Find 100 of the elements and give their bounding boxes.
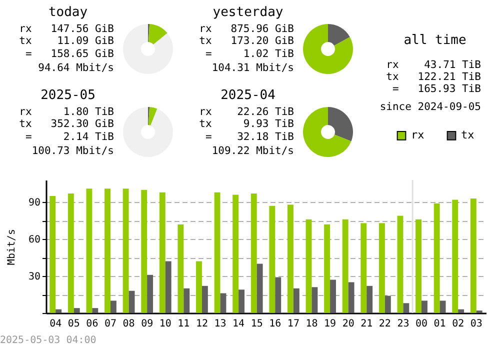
x-tick-label: 03 (470, 318, 482, 330)
bar (366, 286, 373, 313)
bar (440, 300, 446, 313)
x-tick-label: 19 (324, 318, 336, 330)
x-tick-label: 00 (415, 318, 428, 330)
x-tick-label: 14 (232, 318, 245, 330)
bar (86, 188, 92, 313)
x-tick-label: 05 (68, 318, 80, 330)
x-tick-label: 08 (122, 318, 135, 330)
text: 100.73 Mbit/s (32, 145, 114, 157)
x-tick-label: 07 (104, 318, 117, 330)
text: 104.31 Mbit/s (212, 62, 294, 74)
x-tick-label: 18 (306, 318, 318, 330)
donut-slice (148, 107, 158, 126)
bar (238, 290, 245, 313)
text: since 2024-09-05 (380, 101, 481, 113)
legend-label: rx (411, 128, 425, 142)
donut-slice (303, 107, 352, 157)
text: tx 173.20 GiB (199, 35, 294, 47)
y-tick-label: 90 (28, 198, 40, 209)
text: tx 352.30 GiB (19, 118, 114, 130)
bar (104, 188, 110, 313)
x-tick-label: 23 (397, 318, 410, 330)
chart-title: yesterday (212, 5, 284, 20)
bar (384, 296, 391, 313)
bar (214, 192, 220, 313)
donut-slice (123, 24, 173, 74)
text: rx 22.26 TiB (199, 106, 294, 118)
text: rx 875.96 GiB (199, 23, 294, 35)
donut-slice (328, 24, 350, 46)
text: rx 147.56 GiB (19, 23, 114, 35)
legend-label: tx (461, 128, 475, 142)
x-tick-label: 22 (378, 318, 391, 330)
x-tick-label: 13 (214, 318, 226, 330)
bar (184, 288, 190, 313)
text: all time (404, 33, 466, 48)
bar (147, 274, 154, 313)
text: = 1.02 TiB (205, 48, 294, 60)
x-tick-label: 15 (250, 318, 263, 330)
x-tick-label: 20 (342, 318, 354, 330)
bar (159, 192, 166, 313)
x-tick-label: 11 (178, 318, 190, 330)
bar (220, 293, 226, 313)
chart-title: 2025-05 (40, 88, 96, 103)
text: tx 11.09 GiB (19, 35, 114, 47)
text: = 2.14 TiB (25, 131, 114, 143)
x-tick-label: 12 (196, 318, 208, 330)
y-tick-label: 60 (28, 234, 40, 246)
x-tick-label: 16 (269, 318, 282, 330)
x-tick-label: 21 (360, 318, 373, 330)
bar (178, 224, 184, 313)
bar (141, 190, 148, 313)
x-tick-label: 06 (86, 318, 98, 330)
donut-slice (123, 107, 173, 157)
bar (74, 308, 80, 313)
bar (458, 309, 464, 313)
bar (287, 204, 294, 313)
bar (342, 219, 348, 313)
bar (422, 300, 428, 313)
bar (232, 194, 239, 313)
bar (324, 224, 330, 313)
bar (348, 282, 354, 313)
text: 2025-05-03 04:00 (0, 335, 96, 346)
y-axis-title: Mbit/s (6, 228, 18, 266)
text: = 165.93 TiB (392, 83, 481, 95)
text: rx 43.71 TiB (386, 59, 481, 71)
text: tx 122.21 TiB (386, 71, 481, 83)
text: rx 1.80 TiB (19, 106, 114, 118)
bar (165, 261, 172, 313)
x-tick-label: 02 (452, 318, 464, 330)
y-tick-label: 30 (28, 272, 40, 283)
bar (128, 290, 135, 313)
text: = 32.18 TiB (205, 131, 294, 143)
bar (256, 264, 263, 313)
text: = 158.65 GiB (25, 48, 114, 60)
chart-title: 2025-04 (220, 88, 276, 103)
x-tick-label: 04 (50, 318, 62, 330)
x-tick-label: 01 (434, 318, 446, 330)
bar (196, 261, 202, 313)
bar (306, 219, 312, 313)
donut-slice (148, 24, 168, 45)
bar (92, 308, 98, 313)
donut-slice (328, 107, 353, 142)
bar (403, 303, 410, 313)
text: 109.22 Mbit/s (212, 145, 294, 157)
text: 94.64 Mbit/s (38, 62, 114, 74)
x-tick-label: 09 (141, 318, 154, 330)
donut-slice (303, 24, 353, 74)
bar (378, 223, 385, 313)
bar (202, 286, 208, 313)
bar (434, 203, 440, 313)
chart-title: today (48, 5, 88, 20)
bar (470, 198, 476, 313)
bar (110, 300, 116, 313)
bar (50, 196, 56, 313)
bar (56, 309, 62, 313)
bar (68, 194, 74, 313)
bar (330, 280, 336, 313)
text: tx 9.93 TiB (199, 118, 294, 130)
bar (250, 194, 257, 313)
